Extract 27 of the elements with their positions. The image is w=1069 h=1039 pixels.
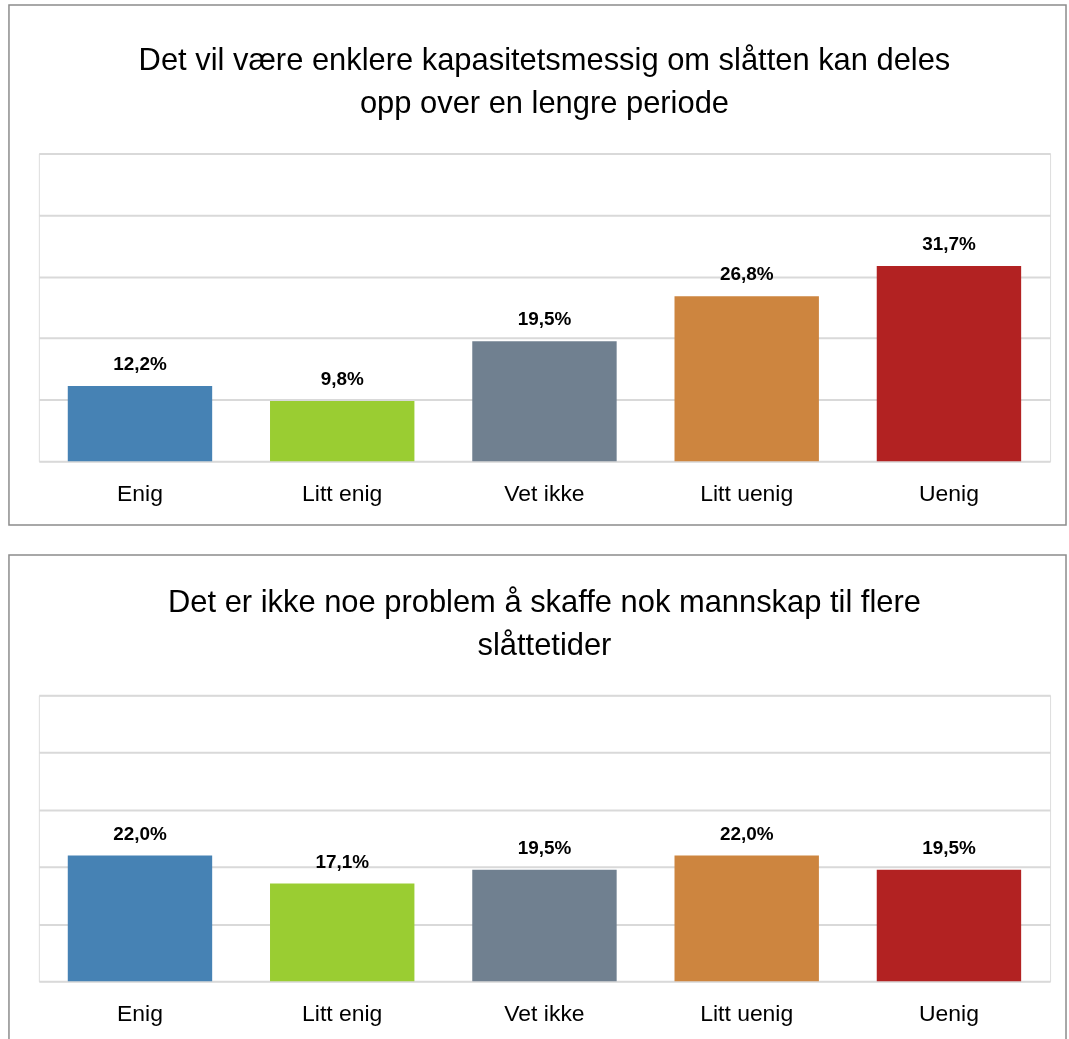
x-tick-label: Enig (117, 479, 163, 506)
chart-title: Det vil være enklere kapasitetsmessig om slåtten kan deles opp over en lengre periode (138, 41, 951, 120)
data-label: 22,0% (719, 822, 774, 844)
data-label: 31,7% (922, 233, 976, 255)
chart-title: Det er ikke noe problem å skaffe nok mannskap til flere slåttetider (168, 583, 921, 662)
data-label: 22,0% (113, 822, 167, 844)
x-tick-label: Litt enig (302, 479, 383, 506)
x-tick-label: Litt uenig (700, 999, 794, 1026)
bar (674, 296, 819, 462)
x-tick-label: Vet ikke (504, 999, 585, 1026)
data-label: 17,1% (315, 850, 370, 872)
data-label: 9,8% (320, 367, 364, 389)
bar (472, 341, 617, 462)
data-label: 19,5% (517, 836, 572, 858)
x-tick-label: Enig (117, 999, 163, 1026)
x-tick-label: Litt enig (302, 999, 383, 1026)
bar (67, 386, 213, 462)
x-tick-label: Uenig (919, 479, 979, 506)
x-tick-label: Uenig (919, 999, 979, 1026)
x-tick-label: Litt uenig (700, 479, 794, 506)
bar (876, 266, 1022, 462)
data-label: 26,8% (719, 263, 774, 285)
data-label: 12,2% (113, 353, 167, 375)
bar (270, 400, 415, 462)
data-label: 19,5% (517, 308, 572, 330)
x-tick-label: Vet ikke (504, 479, 585, 506)
data-label: 19,5% (922, 836, 976, 858)
